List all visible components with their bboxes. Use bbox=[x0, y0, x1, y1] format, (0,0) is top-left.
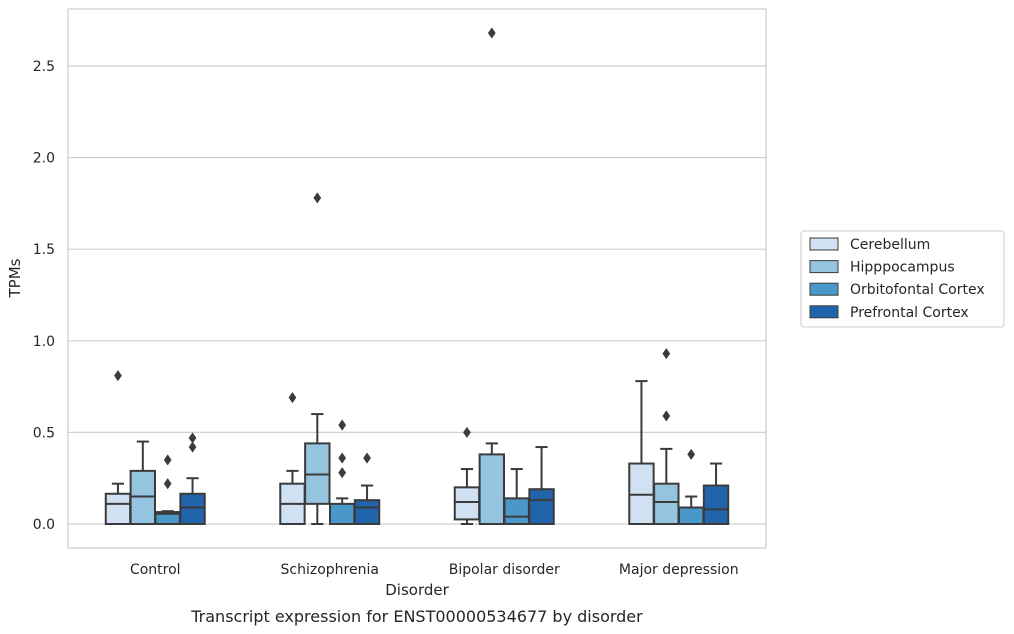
y-tick-label: 2.5 bbox=[33, 59, 55, 75]
legend-swatch bbox=[809, 305, 839, 319]
box-body bbox=[328, 502, 356, 525]
outlier-point bbox=[487, 27, 496, 39]
box-body bbox=[653, 482, 680, 526]
box-1-0 bbox=[129, 440, 157, 526]
box-body bbox=[702, 484, 730, 526]
x-axis-title: Disorder bbox=[385, 581, 449, 599]
legend-frame bbox=[800, 230, 1005, 328]
x-tick-label: Schizophrenia bbox=[281, 562, 379, 578]
outlier-point bbox=[163, 454, 172, 466]
outlier-point bbox=[338, 452, 347, 464]
outlier-point bbox=[662, 410, 671, 422]
legend-swatch bbox=[809, 282, 839, 296]
box-body bbox=[478, 453, 506, 525]
outlier-point bbox=[662, 347, 671, 360]
box-body bbox=[179, 492, 206, 526]
box-2-1 bbox=[328, 419, 356, 525]
box-1-2 bbox=[478, 27, 506, 525]
outlier-point bbox=[114, 369, 122, 382]
y-axis-title: TPMs bbox=[6, 258, 24, 298]
outlier-point bbox=[188, 441, 197, 453]
legend: Cerebellum Hipppocampus Orbitofontal Corte… bbox=[800, 230, 1005, 328]
legend-label: Hipppocampus bbox=[850, 260, 955, 276]
outlier-point bbox=[363, 452, 371, 464]
y-tick-labels: 0.0 0.5 1.0 1.5 2.0 2.5 bbox=[33, 59, 55, 533]
box-3-0 bbox=[179, 432, 206, 526]
box-3-2 bbox=[528, 446, 555, 525]
box-plot-series bbox=[104, 27, 730, 526]
y-tick-label: 0.0 bbox=[33, 517, 55, 533]
box-0-0 bbox=[104, 369, 132, 526]
box-0-2 bbox=[453, 426, 481, 525]
plot-frame bbox=[67, 8, 767, 549]
outlier-point bbox=[338, 419, 347, 431]
legend-label: Cerebellum bbox=[850, 237, 930, 253]
box-0-3 bbox=[628, 380, 655, 526]
box-0-1 bbox=[279, 391, 306, 526]
box-1-1 bbox=[304, 192, 331, 525]
outlier-point bbox=[338, 467, 347, 479]
box-1-3 bbox=[653, 347, 680, 526]
outlier-point bbox=[188, 432, 197, 444]
x-tick-label: Major depression bbox=[619, 562, 739, 578]
outlier-point bbox=[687, 448, 696, 461]
outlier-point bbox=[288, 391, 297, 404]
outlier-point bbox=[313, 192, 322, 204]
x-tick-labels: Control Schizophrenia Bipolar disorder Majo… bbox=[130, 562, 739, 578]
box-2-3 bbox=[677, 448, 705, 525]
y-tick-label: 1.5 bbox=[33, 242, 55, 258]
box-3-1 bbox=[353, 452, 381, 525]
box-body bbox=[453, 486, 481, 521]
legend-label: Prefrontal Cortex bbox=[850, 305, 969, 321]
box-body bbox=[104, 492, 132, 526]
y-tick-label: 2.0 bbox=[33, 151, 55, 167]
outlier-point bbox=[163, 478, 172, 490]
box-2-2 bbox=[503, 468, 530, 525]
legend-items: Cerebellum Hipppocampus Orbitofontal Corte… bbox=[809, 237, 985, 321]
x-tick-label: Bipolar disorder bbox=[449, 562, 560, 578]
outlier-point bbox=[463, 426, 471, 439]
y-tick-label: 0.5 bbox=[33, 425, 55, 441]
legend-swatch bbox=[809, 237, 839, 251]
chart-caption: Transcript expression for ENST0000053467… bbox=[190, 607, 643, 626]
y-tick-label: 1.0 bbox=[33, 334, 55, 350]
x-tick-label: Control bbox=[130, 562, 181, 578]
box-body bbox=[503, 497, 530, 525]
legend-label: Orbitofontal Cortex bbox=[850, 282, 985, 298]
gridlines bbox=[68, 65, 766, 525]
legend-swatch bbox=[809, 260, 839, 274]
box-2-0 bbox=[154, 454, 181, 525]
box-body bbox=[677, 506, 705, 525]
box-body bbox=[353, 499, 381, 525]
box-body bbox=[528, 488, 555, 525]
box-3-3 bbox=[702, 462, 730, 526]
